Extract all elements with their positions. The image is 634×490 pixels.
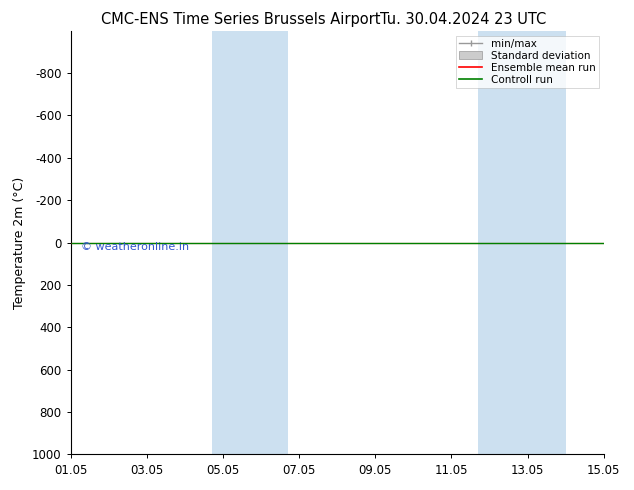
Legend: min/max, Standard deviation, Ensemble mean run, Controll run: min/max, Standard deviation, Ensemble me… bbox=[456, 36, 598, 88]
Bar bbox=[212, 31, 288, 454]
Y-axis label: Temperature 2m (°C): Temperature 2m (°C) bbox=[13, 176, 27, 309]
Bar bbox=[478, 31, 566, 454]
Text: CMC-ENS Time Series Brussels Airport: CMC-ENS Time Series Brussels Airport bbox=[101, 12, 380, 27]
Text: © weatheronline.in: © weatheronline.in bbox=[81, 242, 190, 252]
Text: Tu. 30.04.2024 23 UTC: Tu. 30.04.2024 23 UTC bbox=[380, 12, 546, 27]
